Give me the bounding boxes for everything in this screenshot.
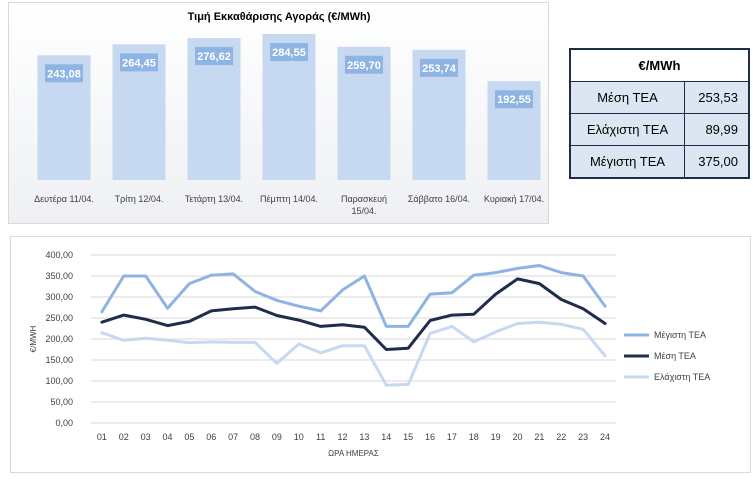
legend-label: Μέγιστη ΤΕΑ: [654, 330, 706, 340]
x-tick-label: 15: [403, 432, 413, 442]
y-tick-label: 50,00: [50, 397, 73, 407]
x-tick-label: 07: [228, 432, 238, 442]
bar-value-box: [420, 58, 458, 77]
x-axis-label: ΩΡΑ ΗΜΕΡΑΣ: [328, 449, 379, 458]
bar-value-box: [195, 47, 233, 66]
x-tick-label: 04: [163, 432, 173, 442]
bar-chart-panel: Τιμή Εκκαθάρισης Αγοράς (€/MWh) 243,08 Δευ…: [8, 2, 549, 224]
legend-label: Μέση ΤΕΑ: [654, 351, 696, 361]
bar-value-label: 259,70: [347, 60, 381, 72]
x-tick-label: 06: [206, 432, 216, 442]
stats-header: €/MWh: [569, 48, 750, 82]
y-tick-label: 200,00: [45, 334, 73, 344]
stats-row: Ελάχιστη ΤΕΑ 89,99: [569, 113, 750, 146]
bar-category-label: Πέμπτη 14/04.: [260, 194, 318, 204]
x-tick-label: 21: [534, 432, 544, 442]
x-tick-label: 13: [359, 432, 369, 442]
x-tick-label: 12: [338, 432, 348, 442]
stats-label: Ελάχιστη ΤΕΑ: [569, 113, 685, 146]
stats-row: Μέση ΤΕΑ 253,53: [569, 81, 750, 114]
bar-value-box: [120, 53, 158, 72]
bar-category-label: Τρίτη 12/04.: [115, 194, 164, 204]
bar-category-label: Τετάρτη 13/04.: [185, 194, 243, 204]
bar-chart: Τιμή Εκκαθάρισης Αγοράς (€/MWh) 243,08 Δευ…: [34, 11, 544, 216]
bar-value-box: [495, 90, 533, 109]
x-tick-label: 14: [381, 432, 391, 442]
bar-category-label: Σάββατο 16/04.: [408, 194, 470, 204]
bar-value-label: 253,74: [422, 63, 457, 75]
bar-value-label: 192,55: [497, 94, 531, 106]
stats-row: Μέγιστη ΤΕΑ 375,00: [569, 145, 750, 179]
y-tick-label: 400,00: [45, 250, 73, 260]
bar-category-label: Δευτέρα 11/04.: [34, 194, 94, 204]
bar-value-box: [345, 55, 383, 74]
stats-header-row: €/MWh: [569, 48, 750, 82]
bar-category-label: 15/04.: [351, 206, 376, 216]
bar-category-label: Παρασκευή: [341, 194, 387, 204]
x-tick-label: 02: [119, 432, 129, 442]
bar-value-box: [270, 43, 308, 62]
line-chart: 0,00 50,00 100,00 150,00 200,00 250,00 300,00 3…: [29, 250, 710, 458]
stats-value: 253,53: [684, 81, 750, 114]
y-tick-label: 350,00: [45, 271, 73, 281]
y-axis-label: €/MWH: [29, 325, 38, 352]
x-tick-label: 11: [316, 432, 325, 442]
x-tick-label: 10: [294, 432, 304, 442]
x-tick-label: 08: [250, 432, 260, 442]
x-tick-label: 09: [272, 432, 282, 442]
y-tick-label: 150,00: [45, 355, 73, 365]
x-tick-label: 16: [425, 432, 435, 442]
stats-value: 375,00: [684, 145, 750, 179]
y-tick-label: 100,00: [45, 376, 73, 386]
x-tick-label: 05: [184, 432, 194, 442]
x-tick-label: 24: [600, 432, 610, 442]
y-tick-label: 250,00: [45, 313, 73, 323]
stats-table: €/MWh Μέση ΤΕΑ 253,53 Ελάχιστη ΤΕΑ 89,99…: [569, 48, 750, 179]
x-tick-label: 22: [556, 432, 566, 442]
series-line: [100, 320, 607, 387]
stats-value: 89,99: [684, 113, 750, 146]
bar-category-label: Κυριακή 17/04.: [484, 194, 544, 204]
legend-label: Ελάχιστη ΤΕΑ: [654, 372, 710, 382]
x-tick-label: 01: [97, 432, 107, 442]
x-tick-label: 20: [513, 432, 523, 442]
x-tick-label: 18: [469, 432, 479, 442]
series-line: [100, 264, 607, 328]
x-tick-label: 23: [578, 432, 588, 442]
x-tick-label: 17: [447, 432, 457, 442]
series-line: [100, 277, 607, 351]
bar-value-box: [45, 64, 83, 83]
bar-value-label: 264,45: [122, 57, 156, 69]
line-chart-panel: 0,00 50,00 100,00 150,00 200,00 250,00 300,00 3…: [10, 236, 751, 473]
y-tick-label: 300,00: [45, 292, 73, 302]
x-tick-label: 03: [141, 432, 151, 442]
stats-label: Μέση ΤΕΑ: [569, 81, 685, 114]
bar-chart-title: Τιμή Εκκαθάρισης Αγοράς (€/MWh): [188, 11, 371, 23]
stats-label: Μέγιστη ΤΕΑ: [569, 145, 685, 179]
y-tick-label: 0,00: [55, 418, 73, 428]
bar-value-label: 276,62: [197, 51, 231, 63]
bar-value-label: 284,55: [272, 47, 306, 59]
x-tick-label: 19: [491, 432, 501, 442]
bar-value-label: 243,08: [47, 68, 81, 80]
